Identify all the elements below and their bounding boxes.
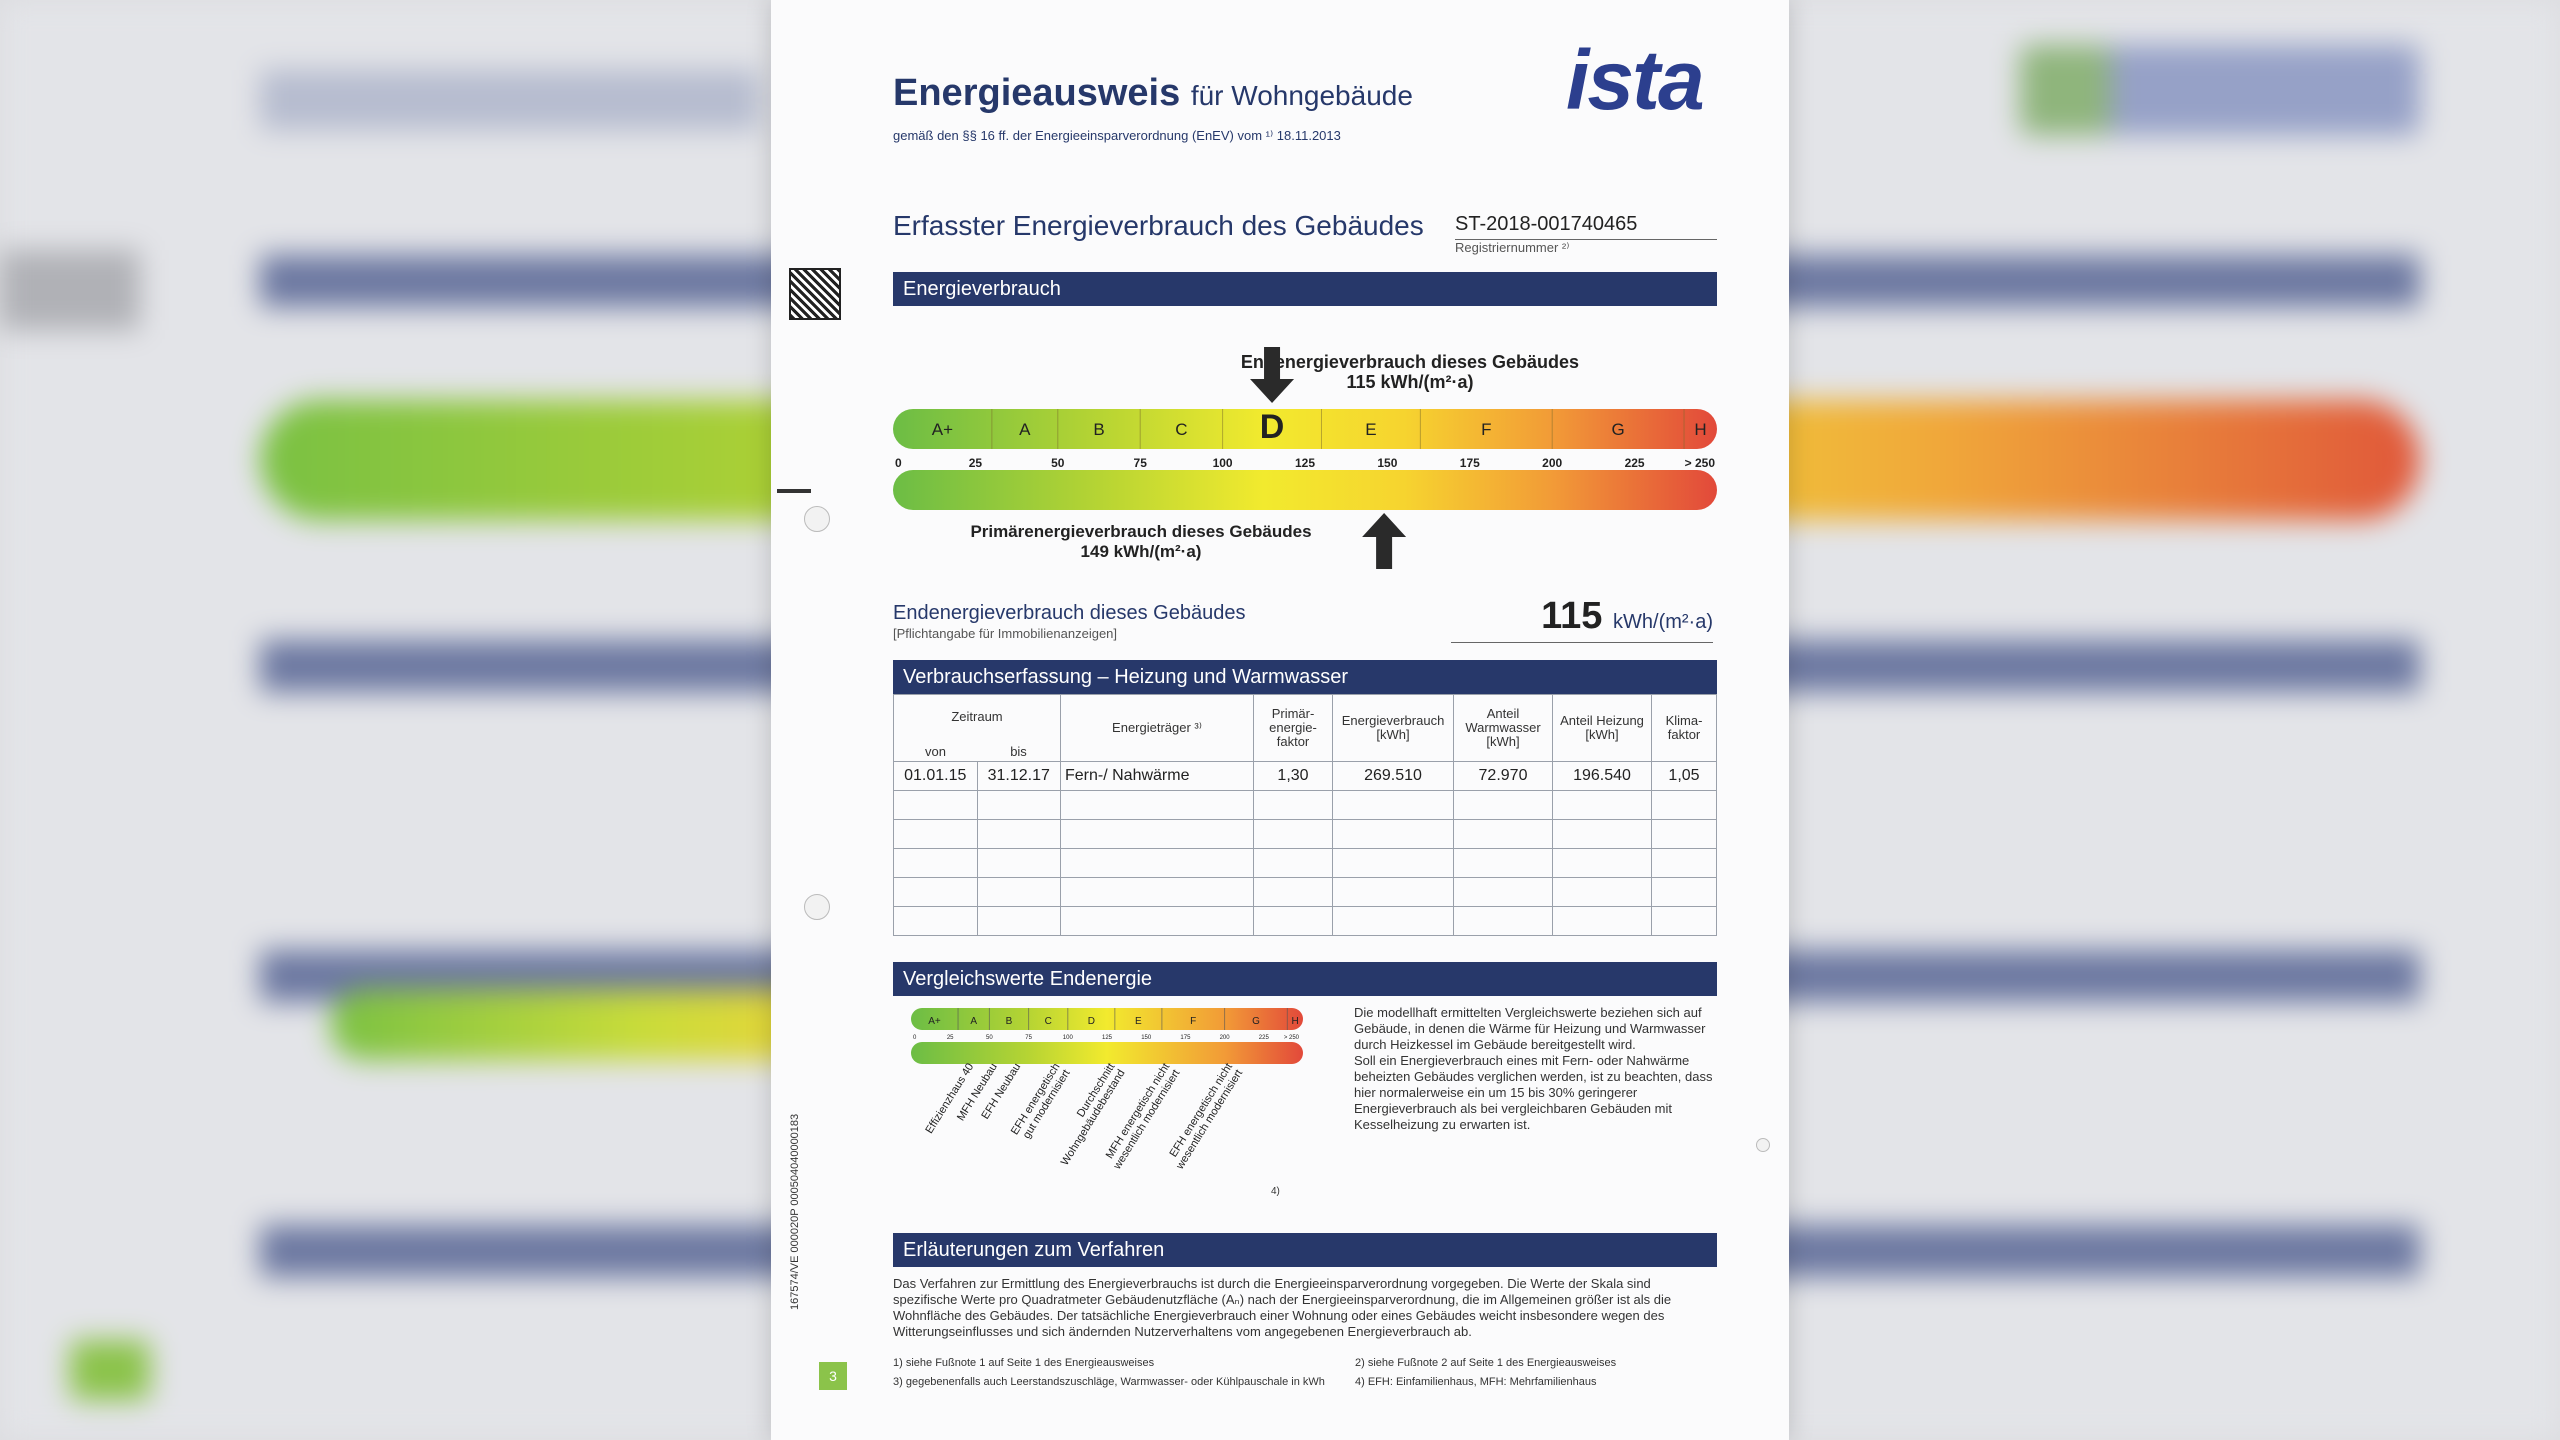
- scale-tick: 0: [895, 456, 902, 470]
- section-title: Erfasster Energieverbrauch des Gebäudes: [893, 210, 1424, 241]
- energy-class-C: C: [1175, 420, 1187, 439]
- compare-tick: 25: [947, 1035, 954, 1041]
- compare-class-F: F: [1190, 1016, 1196, 1027]
- scale-tick: > 250: [1685, 456, 1716, 470]
- document-title: Energieausweis für Wohngebäude: [893, 72, 1413, 114]
- compare-class-C: C: [1045, 1016, 1052, 1027]
- table-row-empty: [893, 877, 1717, 907]
- compare-scale: A+ A B C D E F G H 0 25 50 75 100 125 150 175 200 225 > 25…: [911, 1008, 1303, 1197]
- explanation-text: Das Verfahren zur Ermittlung des Energie…: [893, 1276, 1672, 1339]
- compare-tick: 125: [1102, 1035, 1113, 1041]
- footnote-3: 3) gegebenenfalls auch Leerstandszuschlä…: [893, 1376, 1325, 1388]
- compare-text: Die modellhaft ermittelten Vergleichswer…: [1354, 1005, 1713, 1132]
- scale-tick: 125: [1295, 456, 1315, 470]
- scale-tick: 200: [1542, 456, 1562, 470]
- footnote-4: 4) EFH: Einfamilienhaus, MFH: Mehrfamili…: [1355, 1376, 1597, 1388]
- energy-class-A+: A+: [932, 420, 953, 439]
- side-code: 167574/VE 000020P 000504040000183: [789, 1113, 801, 1310]
- compare-tick: 100: [1063, 1035, 1074, 1041]
- energy-header: Energieverbrauch: [893, 272, 1717, 306]
- compare-tick: 175: [1180, 1035, 1191, 1041]
- registration-number: ST-2018-001740465: [1455, 213, 1717, 240]
- energy-class-A: A: [1019, 420, 1031, 439]
- ista-logo: ista: [1566, 33, 1705, 127]
- primary-energy-arrow: [1362, 513, 1407, 569]
- energy-class-D: D: [1260, 408, 1285, 446]
- compare-tick: 150: [1141, 1035, 1152, 1041]
- compare-tick: 200: [1220, 1035, 1231, 1041]
- punch-hole: [804, 506, 830, 532]
- document-subtitle: gemäß den §§ 16 ff. der Energieeinsparve…: [893, 128, 1341, 143]
- energy-class-E: E: [1365, 420, 1376, 439]
- table-row-empty: [893, 790, 1717, 820]
- energy-class-H: H: [1694, 420, 1706, 439]
- page-number: 3: [819, 1362, 847, 1390]
- energy-certificate-page: Energieausweis für Wohngebäude gemäß den…: [771, 0, 1789, 1440]
- scale-tick: 75: [1134, 456, 1148, 470]
- compare-class-D: D: [1088, 1016, 1095, 1027]
- energy-class-G: G: [1612, 420, 1625, 439]
- compare-class-A: A: [970, 1016, 977, 1027]
- explanation-header: Erläuterungen zum Verfahren: [893, 1233, 1717, 1267]
- scale-tick: 225: [1625, 456, 1645, 470]
- compare-tick: 0: [913, 1035, 917, 1041]
- compare-class-A+: A+: [928, 1016, 941, 1027]
- primary-energy-label: Primärenergieverbrauch dieses Gebäudes 14…: [970, 522, 1312, 561]
- scale-tick: 100: [1213, 456, 1233, 470]
- compare-class-H: H: [1292, 1016, 1299, 1027]
- compare-tick: 75: [1025, 1035, 1032, 1041]
- scale-tick: 175: [1460, 456, 1480, 470]
- registration-label: Registriernummer ²⁾: [1455, 240, 1570, 255]
- summary-value: 115 kWh/(m²·a): [1451, 595, 1713, 643]
- compare-class-G: G: [1252, 1016, 1260, 1027]
- energy-class-F: F: [1481, 420, 1491, 439]
- footnote-1: 1) siehe Fußnote 1 auf Seite 1 des Energ…: [893, 1357, 1155, 1369]
- qr-code: [789, 268, 841, 320]
- compare-header: Vergleichswerte Endenergie: [893, 962, 1717, 996]
- svg-text:wesentlich modernisiert: wesentlich modernisiert: [1174, 1068, 1246, 1173]
- compare-tick: > 250: [1284, 1035, 1300, 1041]
- summary-sublabel: [Pflichtangabe für Immobilienanzeigen]: [893, 626, 1118, 641]
- footnote-2: 2) siehe Fußnote 2 auf Seite 1 des Energ…: [1355, 1357, 1617, 1369]
- punch-hole: [804, 894, 830, 920]
- energy-scale: A+ A B C D E F G H 0 25 50 75 100 125 150 175 200 225 > 25…: [893, 347, 1717, 569]
- table-row-empty: [893, 848, 1717, 878]
- compare-note: 4): [1271, 1186, 1280, 1197]
- compare-tick: 50: [986, 1035, 993, 1041]
- end-energy-label: Endenergieverbrauch dieses Gebäudes 115 k…: [1240, 352, 1580, 392]
- table-row-empty: [893, 906, 1717, 936]
- table-row: 01.01.15 31.12.17 Fern-/ Nahwärme 1,30 2…: [893, 761, 1717, 791]
- scale-tick: 50: [1051, 456, 1065, 470]
- scale-tick: 150: [1377, 456, 1397, 470]
- consumption-table: Zeitraum von bis Energieträger ³⁾ Primär…: [893, 694, 1717, 936]
- summary-label: Endenergieverbrauch dieses Gebäudes: [893, 602, 1246, 624]
- end-energy-arrow: [1250, 347, 1295, 403]
- energy-class-B: B: [1093, 420, 1104, 439]
- table-row-empty: [893, 819, 1717, 849]
- punch-mark: [777, 489, 811, 493]
- punch-hole: [1756, 1138, 1770, 1152]
- table-header: Verbrauchserfassung – Heizung und Warmwa…: [893, 660, 1717, 694]
- compare-class-B: B: [1006, 1016, 1013, 1027]
- compare-class-E: E: [1135, 1016, 1142, 1027]
- compare-tick: 225: [1259, 1035, 1270, 1041]
- scale-tick: 25: [969, 456, 983, 470]
